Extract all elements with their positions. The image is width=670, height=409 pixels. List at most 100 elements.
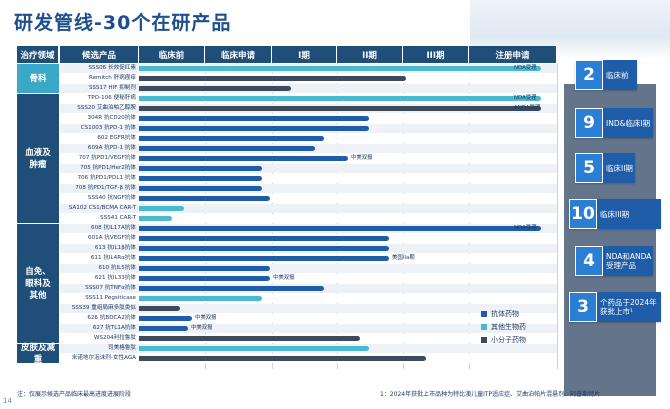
candidate-name: 707 抗PD1/VEGF抗体 — [78, 155, 136, 161]
summary-card: 2 临床前 — [575, 60, 637, 90]
candidate-name: 706 抗PD1/PDL1 抗体 — [77, 175, 137, 181]
progress-bar — [139, 156, 348, 161]
table-row — [60, 204, 557, 213]
row-note: 中美双报 — [351, 155, 373, 161]
progress-bar — [139, 316, 192, 321]
progress-bar — [139, 206, 184, 211]
progress-bar — [139, 146, 315, 151]
legend-item-antibody: 抗体药物 — [481, 309, 519, 319]
candidate-name: TPO-106 便秘肝病 — [87, 95, 136, 101]
progress-bar — [139, 306, 180, 311]
candidate-name: SSS20 艾曲泊帕乙醇胺 — [77, 105, 136, 111]
legend-swatch — [481, 337, 487, 343]
progress-bar — [139, 326, 188, 331]
row-note: 中美双报 — [195, 315, 217, 321]
candidate-name: SSS07 抗TNFα抗体 — [85, 285, 136, 291]
candidate-name: SSS39 重组局麻多肽类似 — [71, 305, 136, 311]
candidate-name: CS1003 抗PD-1 抗体 — [80, 125, 136, 131]
row-note: ANDA受理 — [514, 105, 541, 111]
summary-label: NDA和ANDA 受理产品 — [606, 252, 652, 270]
candidate-name: SSS06 长效促红素 — [88, 65, 136, 71]
table-row — [60, 184, 557, 193]
progress-bar — [139, 266, 270, 271]
column-header: 临床申请 — [205, 46, 272, 63]
therapy-area: 自免、 眼科及 其他 — [17, 224, 59, 344]
candidate-name: 米诺地尔泡沫剂-女性AGA — [71, 355, 136, 361]
progress-bar — [139, 186, 262, 191]
table-row — [60, 194, 557, 203]
column-header: 候选产品 — [60, 46, 139, 63]
row-note: NDA受理 — [514, 65, 537, 71]
progress-bar — [139, 286, 324, 291]
table-row — [60, 314, 557, 323]
therapy-area: 血液及 肿瘤 — [17, 94, 59, 224]
column-header: 注册申请 — [469, 46, 557, 63]
footnote-left: 注：仅展示候选产品临床最高进度进展阶段 — [17, 391, 132, 398]
table-row — [60, 264, 557, 273]
table-row — [60, 294, 557, 303]
progress-bar — [139, 96, 541, 101]
legend-swatch — [481, 311, 487, 317]
candidate-name: 610 抗IL5抗体 — [98, 265, 136, 271]
progress-bar — [139, 86, 291, 91]
progress-bar — [139, 256, 389, 261]
candidate-name: 602 EGFR抗体 — [97, 135, 136, 141]
progress-bar — [139, 346, 369, 351]
row-note: 美国IIa期 — [392, 255, 415, 261]
candidate-name: WS204利拉鲁肽 — [93, 335, 136, 341]
table-row — [60, 174, 557, 183]
candidate-name: 601A 抗VEGF抗体 — [88, 235, 136, 241]
page-number: 14 — [3, 397, 12, 405]
summary-count: 9 — [575, 108, 603, 138]
candidate-name: 304R 抗CD20抗体 — [87, 115, 136, 121]
candidate-name: 司美格鲁肽 — [108, 345, 136, 351]
therapy-area: 皮肤及减重 — [17, 343, 59, 365]
row-note: 中美双报 — [273, 275, 295, 281]
summary-count: 5 — [575, 153, 603, 183]
legend-item-other-bio: 其他生物药 — [481, 322, 526, 332]
legend-item-small-molecule: 小分子药物 — [481, 335, 526, 345]
summary-label: 临床II期 — [606, 163, 633, 173]
progress-bar — [139, 136, 324, 141]
progress-bar — [139, 236, 389, 241]
candidate-name: 609A 抗PD-1 抗体 — [87, 145, 136, 151]
candidate-name: 626 抗BDCA2抗体 — [87, 315, 136, 321]
summary-card: 9 IND&临床I期 — [575, 108, 653, 138]
summary-card: 10 临床III期 — [569, 199, 661, 229]
candidate-name: 613 抗IL1β抗体 — [94, 245, 136, 251]
progress-bar — [139, 196, 270, 201]
candidate-name: SSS40 抗NGF抗体 — [87, 195, 136, 201]
summary-label: 临床III期 — [600, 209, 630, 219]
candidate-name: 621 抗IL33抗体 — [94, 275, 136, 281]
progress-bar — [139, 106, 541, 111]
candidate-name: 708 抗PD1/TGF-β 抗体 — [75, 185, 136, 191]
progress-bar — [139, 126, 369, 131]
column-header: III期 — [403, 46, 469, 63]
progress-bar — [139, 296, 262, 301]
summary-count: 4 — [575, 246, 603, 276]
table-row — [60, 214, 557, 223]
page-title: 研发管线-30个在研产品 — [14, 12, 232, 34]
legend-swatch — [481, 324, 487, 330]
column-header: II期 — [337, 46, 403, 63]
table-row — [60, 304, 557, 313]
summary-card: 4 NDA和ANDA 受理产品 — [575, 246, 653, 276]
legend-label: 小分子药物 — [491, 336, 526, 344]
table-row — [60, 274, 557, 283]
table-row — [60, 324, 557, 333]
summary-card: 3 个药品于2024年 获批上市¹ — [569, 292, 661, 322]
column-header: 临床前 — [139, 46, 205, 63]
legend-label: 抗体药物 — [491, 310, 519, 318]
footnote-right: 1：2024年获批上市品种为特比澳儿童ITP适应症、艾曲泊帕片混悬剂、阿普斯特片 — [380, 391, 601, 398]
progress-bar — [139, 76, 406, 81]
column-header: 治疗领域 — [17, 46, 59, 63]
column-header: I期 — [272, 46, 337, 63]
candidate-name: 705 抗PD1/Her2抗体 — [80, 165, 136, 171]
summary-label: IND&临床I期 — [606, 118, 651, 128]
candidate-name: 611 抗IL4Rα抗体 — [90, 255, 136, 261]
summary-count: 3 — [569, 292, 597, 322]
candidate-name: Remitch 肝病瘙痒 — [88, 75, 136, 81]
progress-bar — [139, 356, 426, 361]
row-note: NDA受理 — [514, 95, 537, 101]
progress-bar — [139, 226, 541, 231]
